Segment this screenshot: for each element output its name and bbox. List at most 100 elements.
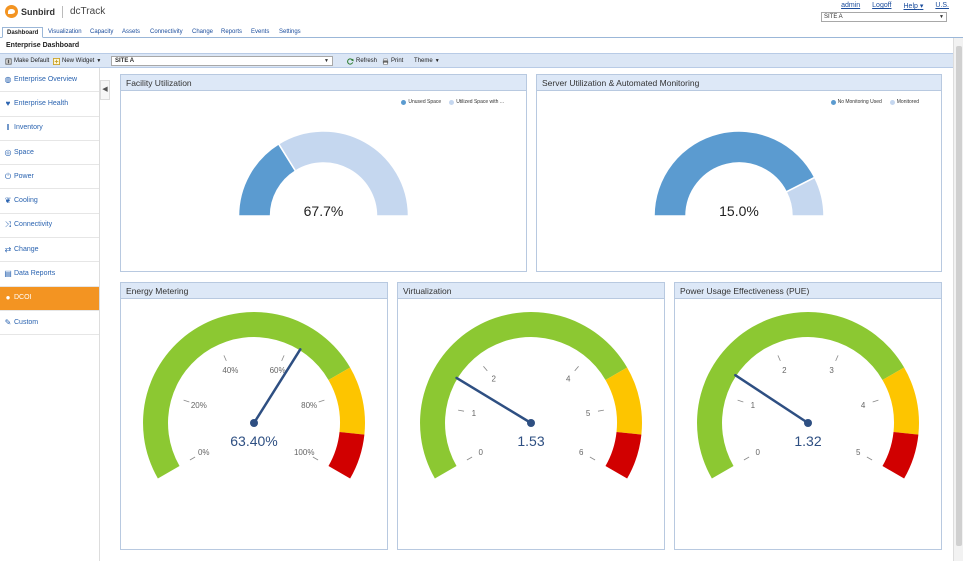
gauge-pivot (250, 419, 258, 427)
caret-down-icon: ▼ (434, 58, 440, 64)
refresh-icon (347, 57, 354, 65)
wrench-icon: ✎ (4, 317, 12, 327)
sidebar-item-power[interactable]: ⏻ Power (0, 165, 99, 190)
print-button[interactable]: Print (382, 56, 403, 66)
page-title: Enterprise Dashboard (6, 42, 80, 49)
gauge-tick-label: 5 (586, 409, 591, 418)
legend-item[interactable]: Utilized Space with ... (449, 99, 504, 105)
gauge-band-green (420, 312, 628, 479)
tab-change[interactable]: Change (192, 29, 214, 35)
tab-visualization[interactable]: Visualization (48, 29, 82, 35)
help-link[interactable]: Help ▾ (904, 2, 924, 10)
collapse-sidebar-button[interactable]: ◀ (100, 80, 110, 100)
donut-value-label: 67.7% (304, 203, 344, 219)
donut-slice[interactable] (653, 130, 816, 217)
locale-link[interactable]: U.S. (935, 2, 949, 9)
tab-reports[interactable]: Reports (221, 29, 243, 35)
sidebar-item-enterprise-overview[interactable]: ◍ Enterprise Overview (0, 68, 99, 93)
legend-swatch (401, 99, 407, 105)
sidebar-item-label: Data Reports (14, 270, 56, 278)
gauge-band-green (697, 312, 905, 479)
chart-legend: No Monitoring Used Monitored (830, 99, 919, 105)
print-label: Print (391, 58, 404, 64)
sidebar-item-space[interactable]: ◎ Space (0, 141, 99, 166)
toolbar-site-select[interactable]: SITE A ▼ (111, 56, 333, 66)
gauge-tick-label: 1 (472, 409, 477, 418)
product-name: dcTrack (70, 6, 106, 17)
pue-gauge-chart: 0 1 2 3 4 5 1.32 (697, 312, 919, 479)
chart-legend: Unused Space Utilized Space with ... (401, 99, 504, 105)
gauge-tick-label: 20% (191, 401, 207, 410)
scrollbar-thumb[interactable] (956, 46, 962, 546)
page-scrollbar[interactable] (953, 38, 963, 561)
tab-settings[interactable]: Settings (279, 29, 301, 35)
main-tabs: Dashboard Visualization Capacity Assets … (0, 27, 963, 38)
new-widget-icon (53, 57, 60, 65)
shuffle-icon: ⤨ (4, 220, 12, 230)
panel-title: Power Usage Effectiveness (PUE) (675, 283, 941, 299)
pue-panel: Power Usage Effectiveness (PUE) 0 1 2 3 4 5 1.… (674, 282, 942, 550)
theme-label: Theme (414, 58, 433, 64)
legend-item[interactable]: Monitored (889, 99, 919, 105)
gauge-pivot (804, 419, 812, 427)
theme-button[interactable]: Theme ▼ (414, 56, 440, 66)
sidebar-item-data-reports[interactable]: ▤ Data Reports (0, 262, 99, 287)
sidebar-item-inventory[interactable]: ‖ Inventory (0, 117, 99, 141)
legend-label: Monitored (896, 99, 919, 105)
gauge-tick (866, 456, 873, 461)
legend-item[interactable]: No Monitoring Used (830, 99, 882, 105)
gauge-tick (835, 355, 839, 362)
sidebar-item-enterprise-health[interactable]: ♥ Enterprise Health (0, 92, 99, 117)
header-site-select[interactable]: SITE A ▼ (821, 12, 947, 22)
tab-events[interactable]: Events (251, 29, 270, 35)
sidebar-item-change[interactable]: ⇄ Change (0, 238, 99, 263)
virtualization-gauge-chart: 0 1 2 4 5 6 1.53 (420, 312, 642, 479)
flame-icon: ❦ (4, 196, 12, 206)
gauge-tick-label: 1 (751, 401, 756, 410)
legend-item[interactable]: Unused Space (401, 99, 441, 105)
sidebar-item-label: Enterprise Overview (14, 75, 78, 83)
gauge-tick (466, 456, 473, 461)
gauge-tick (574, 366, 579, 372)
sidebar-item-label: Cooling (14, 197, 38, 205)
tab-connectivity[interactable]: Connectivity (150, 29, 183, 35)
logoff-link[interactable]: Logoff (872, 2, 892, 9)
gauge-tick (223, 355, 227, 362)
gauge-tick (483, 366, 488, 372)
admin-link[interactable]: admin (841, 2, 861, 9)
gauge-value-label: 1.32 (794, 433, 821, 449)
sidebar-item-custom[interactable]: ✎ Custom (0, 311, 99, 336)
tab-capacity[interactable]: Capacity (90, 29, 114, 35)
new-widget-label: New Widget (62, 58, 95, 64)
refresh-button[interactable]: Refresh (347, 56, 377, 66)
new-widget-button[interactable]: New Widget ▼ (53, 56, 101, 66)
gauge-tick-label: 4 (861, 401, 866, 410)
gauge-tick-label: 100% (294, 448, 314, 457)
logo[interactable]: Sunbird dcTrack (5, 5, 105, 18)
server-donut-chart: 15.0% (653, 130, 825, 219)
donut-slice[interactable] (277, 130, 410, 217)
gauge-band-green (143, 312, 351, 479)
panel-title: Server Utilization & Automated Monitorin… (537, 75, 941, 91)
gauge-band-red (605, 431, 642, 479)
gauge-band-red (882, 431, 919, 479)
donut-slice[interactable] (785, 176, 825, 217)
circle-arrow-icon: ◎ (4, 147, 12, 157)
dot-icon: ● (5, 293, 11, 303)
legend-swatch (449, 99, 455, 105)
sidebar-item-cooling[interactable]: ❦ Cooling (0, 189, 99, 214)
gauge-tick-label: 5 (856, 448, 861, 457)
sidebar-item-connectivity[interactable]: ⤨ Connectivity (0, 214, 99, 239)
gauge-tick-label: 60% (270, 366, 286, 375)
tab-dashboard[interactable]: Dashboard (2, 27, 44, 38)
gauge-tick-label: 0 (756, 448, 761, 457)
report-icon: ▤ (4, 269, 12, 279)
sidebar-item-dcoi[interactable]: ● DCOI (0, 286, 99, 311)
make-default-button[interactable]: Make Default (5, 56, 49, 66)
tab-assets[interactable]: Assets (122, 29, 141, 35)
virtualization-panel: Virtualization 0 1 2 4 5 6 1.53 (397, 282, 665, 550)
gauge-needle (252, 348, 302, 425)
gauge-tick (597, 409, 604, 412)
gauge-value-label: 63.40% (230, 433, 277, 449)
sidebar-item-label: Enterprise Health (14, 99, 69, 107)
